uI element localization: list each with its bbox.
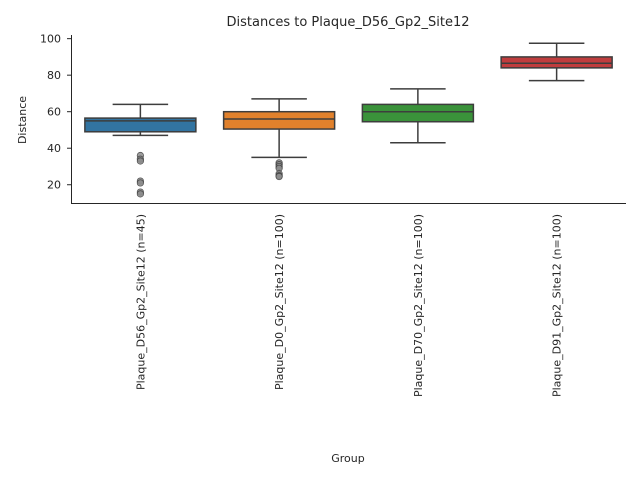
outlier-point [136,157,144,165]
iqr-box [361,103,475,123]
x-axis-label: Group [331,452,365,465]
x-tick-label: Plaque_D70_Gp2_Site12 (n=100) [412,214,425,397]
outlier-point [136,179,144,187]
y-tick-label: 80 [47,69,61,82]
x-tick-label: Plaque_D0_Gp2_Site12 (n=100) [273,214,286,390]
box-group [500,42,613,82]
x-axis-ticks: Plaque_D56_Gp2_Site12 (n=45) Plaque_D0_Gp… [134,214,563,397]
outlier-point [136,190,144,198]
iqr-box [500,56,613,69]
y-tick-label: 20 [47,179,61,192]
x-tick-label: Plaque_D56_Gp2_Site12 (n=45) [134,214,147,390]
iqr-box [222,110,336,130]
y-axis-ticks: 20 40 60 80 100 [40,33,71,192]
chart-title: Distances to Plaque_D56_Gp2_Site12 [227,15,470,30]
y-axis-label: Distance [16,96,29,144]
box-group [361,88,475,144]
box-group [84,103,197,198]
y-tick-label: 100 [40,33,61,46]
outlier-point [275,172,283,181]
x-tick-label: Plaque_D91_Gp2_Site12 (n=100) [551,214,564,397]
plot-area [84,42,613,198]
box-group [222,98,336,181]
y-tick-label: 60 [47,106,61,119]
y-tick-label: 40 [47,142,61,155]
